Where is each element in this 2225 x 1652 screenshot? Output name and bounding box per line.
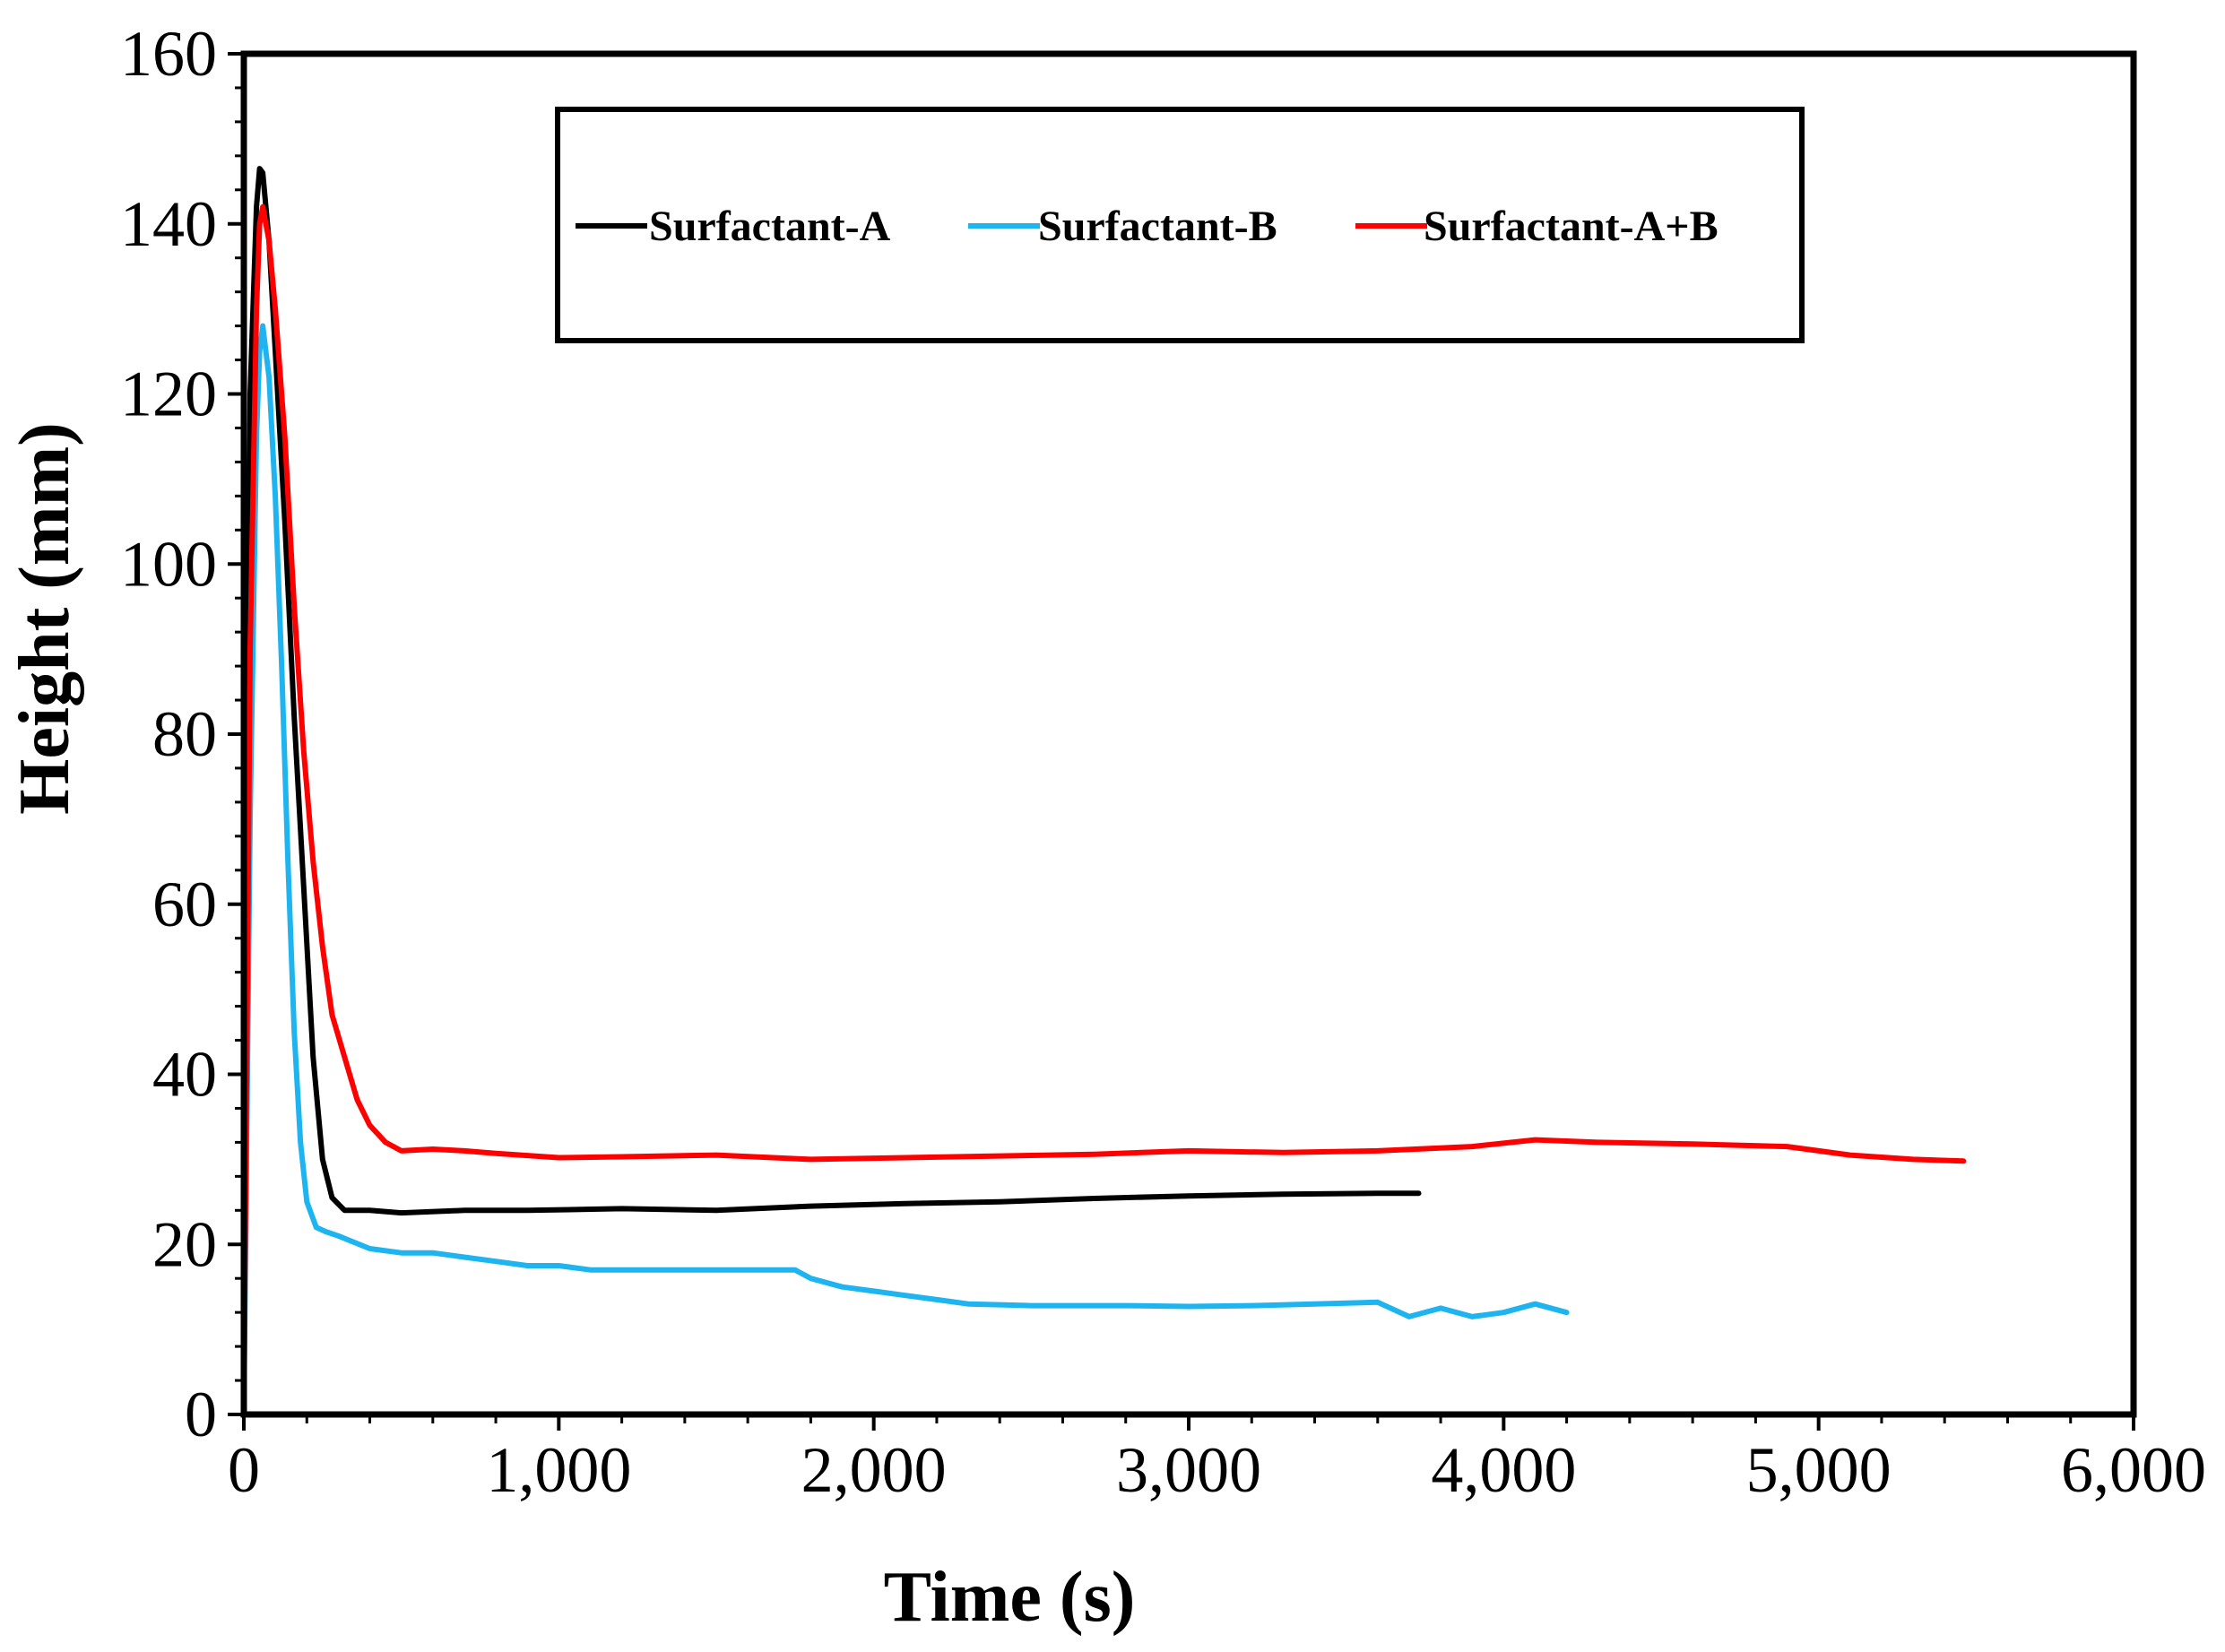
y-tick-label: 20 — [152, 1208, 217, 1280]
x-tick-label: 6,000 — [2061, 1434, 2206, 1506]
y-tick-label: 0 — [185, 1379, 217, 1450]
y-tick-label: 60 — [152, 869, 217, 940]
y-tick-label: 40 — [152, 1039, 217, 1111]
y-tick-labels: 0 20 40 60 80 100 120 140 160 — [120, 18, 217, 1450]
x-tick-label: 5,000 — [1746, 1434, 1892, 1506]
series-line-surfactant-a — [241, 166, 1422, 1417]
y-tick-label: 160 — [120, 18, 217, 90]
x-tick-labels: 0 1,000 2,000 3,000 4,000 5,000 6,000 — [228, 1434, 2206, 1506]
y-tick-label: 100 — [120, 528, 217, 600]
x-tick-label: 0 — [228, 1434, 260, 1506]
x-tick-label: 4,000 — [1431, 1434, 1576, 1506]
x-tick-label: 1,000 — [486, 1434, 631, 1506]
legend-label-surfactant-a: Surfactant-A — [649, 203, 891, 250]
x-axis-title: Time (s) — [884, 1558, 1136, 1637]
legend-label-surfactant-a-b: Surfactant-A+B — [1424, 203, 1719, 250]
series-line-surfactant-b — [241, 323, 1570, 1417]
y-tick-label: 80 — [152, 698, 217, 770]
y-tick-label: 120 — [120, 359, 217, 430]
x-tick-label: 3,000 — [1116, 1434, 1261, 1506]
x-tick-label: 2,000 — [801, 1434, 947, 1506]
legend-label-surfactant-b: Surfactant-B — [1038, 203, 1277, 250]
y-axis-title: Height (mm) — [5, 422, 84, 815]
legend: Surfactant-A Surfactant-B Surfactant-A+B — [555, 107, 1805, 343]
series-lines — [241, 166, 1967, 1417]
legend-box — [555, 107, 1805, 343]
y-tick-label: 140 — [120, 188, 217, 260]
axis-ticks — [228, 52, 2135, 1431]
series-line-surfactant-a-b — [241, 203, 1967, 1417]
